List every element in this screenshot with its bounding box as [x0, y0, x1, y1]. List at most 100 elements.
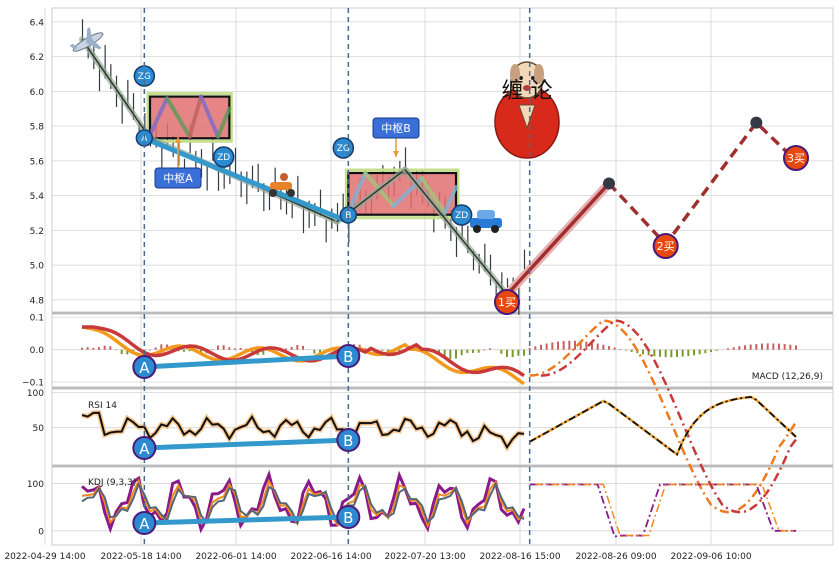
center-b-label-box — [372, 117, 420, 139]
buy-1-marker-circle — [494, 289, 520, 315]
macd-y-tick-label: −0.1 — [22, 379, 44, 389]
indicator-series — [81, 319, 798, 538]
x-tick-label: 2022-06-01 14:00 — [195, 552, 276, 562]
price-y-tick-label: 4.8 — [30, 296, 45, 306]
rsi-point-marker — [132, 436, 157, 460]
rsi-line — [81, 411, 525, 450]
scooter-icon — [269, 173, 295, 197]
scooter-rider — [280, 173, 288, 181]
kdj-divergence-line — [141, 514, 351, 526]
x-tick-label: 2022-08-26 09:00 — [575, 552, 656, 562]
logo-eye — [531, 76, 535, 80]
zhongshu-b-zigzag — [420, 176, 447, 215]
panel-frames — [51, 7, 834, 546]
center-b-label-arrowhead — [393, 151, 399, 157]
buy-3-marker-circle — [783, 145, 809, 171]
price-y-tick-label: 5.8 — [30, 123, 45, 133]
kdj-label: KDJ (9,3,3) — [88, 478, 136, 488]
price-y-tick-label: 5.2 — [30, 227, 44, 237]
buy-1-marker-label: 1买 — [498, 296, 516, 309]
zd-marker-a-label: ZD — [217, 153, 230, 163]
point-a-marker-label: A — [141, 134, 148, 144]
logo-ear — [534, 64, 544, 84]
rsi-point-label: A — [139, 440, 150, 458]
x-tick-label: 2022-09-06 10:00 — [670, 552, 751, 562]
macd-point-label: A — [139, 359, 150, 377]
rsi-forecast — [529, 396, 797, 456]
rsi-point-marker — [336, 428, 361, 452]
price-y-tick-label: 5.6 — [30, 157, 45, 167]
price-y-tick-label: 6.2 — [30, 53, 44, 63]
car-cabin — [477, 210, 495, 219]
center-a-label: 中枢A — [163, 171, 193, 185]
scooter-body — [270, 182, 292, 190]
car-wheel — [473, 225, 481, 233]
kdj-j-line — [81, 469, 526, 534]
price-y-tick-label: 5.0 — [30, 262, 45, 272]
zhongshu-a-zigzag — [187, 94, 203, 139]
scooter-wheel — [269, 189, 277, 197]
buy-3-marker-label: 3买 — [787, 152, 805, 165]
center-a-label-arrowhead — [175, 137, 181, 143]
airplane-wing — [86, 39, 102, 50]
kdj-forecast-k — [535, 483, 796, 538]
kdj-point-label: A — [139, 515, 150, 533]
x-tick-label: 2022-07-20 13:00 — [384, 552, 465, 562]
price-y-tick-label: 5.4 — [30, 192, 45, 202]
zhongshu-a-zigzag — [148, 96, 169, 137]
logo-hands — [518, 104, 536, 130]
zhongshu-b-zigzag — [346, 171, 368, 215]
macd-y-tick-label: 0.1 — [30, 314, 44, 324]
buy-2-marker-circle — [652, 233, 679, 259]
zhongshu-a-zigzag — [199, 94, 220, 139]
center-a-label-box — [154, 167, 202, 189]
rsi-y-tick-label: 50 — [33, 424, 45, 434]
zhongshu-a-zone-outer — [146, 92, 233, 143]
kdj-k-line — [81, 478, 525, 529]
kdj-point-marker — [336, 505, 361, 529]
airplane-tail — [69, 43, 78, 50]
price-y-tick-label: 6.4 — [30, 18, 45, 28]
rsi-label: RSI 14 — [88, 401, 117, 411]
kdj-point-label: B — [343, 509, 353, 527]
forecast-peak-marker — [750, 116, 763, 129]
forecast-peak-marker — [603, 177, 615, 190]
forecast-dashed — [607, 120, 798, 247]
forecast-stroke — [505, 182, 611, 296]
airplane-wing — [86, 27, 93, 43]
bi-stroke-core — [404, 169, 508, 296]
airplane-icon — [69, 27, 104, 52]
rsi-point-label: B — [343, 432, 353, 450]
x-tick-label: 2022-04-29 14:00 — [4, 552, 85, 562]
logo-text: 缠 论 — [502, 79, 553, 104]
zg-marker-a-label: ZG — [138, 72, 151, 82]
rsi-y-tick-label: 100 — [27, 389, 44, 399]
x-tick-label: 2022-06-16 14:00 — [290, 552, 371, 562]
kdj-point-marker — [132, 511, 157, 535]
macd-dea-forecast — [540, 319, 798, 514]
zhongshu-a-zigzag — [165, 96, 192, 139]
zhongshu-a-zigzag — [216, 106, 232, 139]
x-tick-label: 2022-05-18 14:00 — [100, 552, 181, 562]
zd-marker-a-circle — [212, 146, 235, 168]
car-icon — [470, 210, 502, 233]
zd-marker-b-label: ZD — [455, 211, 468, 221]
kdj-y-tick-label: 100 — [27, 480, 44, 490]
macd-point-marker — [132, 355, 157, 379]
price-y-tick-label: 6.0 — [30, 88, 45, 98]
kdj-d-line — [81, 481, 525, 526]
zd-marker-b-circle — [450, 204, 473, 226]
macd-point-marker — [336, 344, 361, 368]
logo-eye — [519, 76, 523, 80]
tick-labels: 6.46.26.05.85.65.45.25.04.80.10.0−0.1100… — [4, 18, 823, 562]
zg-marker-b-label: ZG — [337, 144, 350, 154]
macd-label: MACD (12,26,9) — [752, 372, 823, 382]
macd-point-label: B — [343, 348, 353, 366]
macd-divergence-line — [141, 353, 351, 370]
buy-2-marker-label: 2买 — [657, 240, 675, 253]
macd-y-tick-label: 0.0 — [30, 346, 45, 356]
kdj-y-tick-label: 0 — [38, 527, 44, 537]
